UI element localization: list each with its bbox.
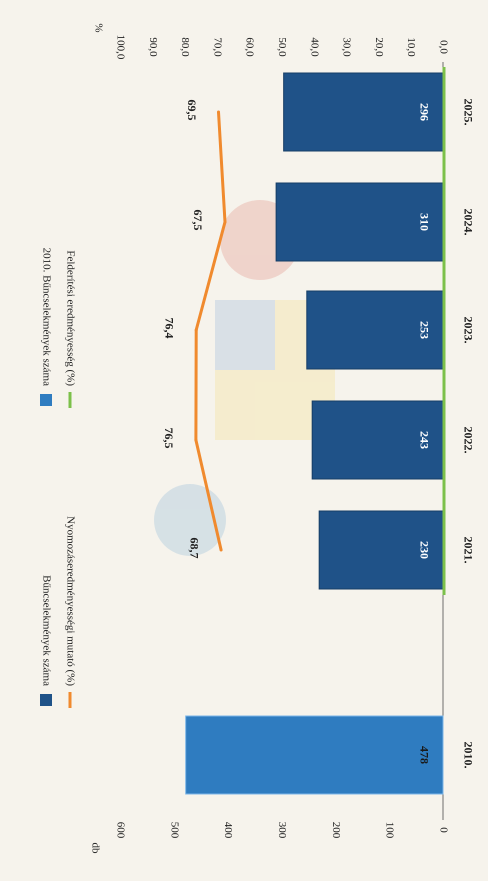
right-axis-unit: %: [92, 23, 104, 32]
category-label: 2010.: [461, 742, 475, 769]
left-axis-tick-label: 500: [168, 822, 180, 839]
left-axis-tick-label: 600: [114, 822, 126, 839]
series-nyomozas-point: [219, 548, 223, 552]
left-axis-tick-label: 300: [276, 822, 288, 839]
right-axis-tick-label: 60,0: [244, 37, 256, 57]
lines-layer: [194, 67, 446, 595]
line-value-label: 67,5: [191, 210, 205, 231]
category-label: 2022.: [461, 427, 475, 454]
bar-value-label: 296: [417, 103, 431, 121]
bars-layer: [185, 72, 444, 795]
left-axis-tick-label: 200: [330, 822, 342, 839]
bar-value-label: 478: [417, 746, 431, 764]
watermark-figure-2: [154, 484, 226, 556]
right-axis-tick-label: 0,0: [437, 40, 449, 54]
bar-2010: [185, 715, 444, 795]
legend-label: Bűncselekmények száma: [40, 575, 52, 686]
watermark-shield-quarter: [215, 300, 275, 370]
category-label: 2021.: [461, 537, 475, 564]
bar-count: [311, 400, 444, 480]
bar-value-label: 310: [417, 213, 431, 231]
right-axis-tick-label: 50,0: [276, 37, 288, 57]
left-axis-tick-label: 400: [222, 822, 234, 839]
category-label: 2023.: [461, 317, 475, 344]
legend-label: 2010. Bűncselekmények száma: [40, 248, 52, 386]
right-axis-tick-label: 80,0: [179, 37, 191, 57]
right-axis-tick-label: 20,0: [373, 37, 385, 57]
right-axis-tick-label: 100,0: [114, 35, 126, 60]
labels-layer: 478 230 243 253 310 296 68,7 76,5 76,4 67,5 69,5: [162, 100, 431, 765]
right-axis-tick-label: 70,0: [211, 37, 223, 57]
bar-count: [283, 72, 444, 152]
legend-layer: Bűncselekmények száma 2010. Bűncselekmény…: [40, 248, 76, 708]
bar-count: [275, 182, 444, 262]
line-value-label: 76,4: [162, 318, 176, 339]
legend-label: Nyomozáseredményességi mutató (%): [64, 516, 76, 686]
line-value-label: 69,5: [185, 100, 199, 121]
left-axis-tick-label: 100: [384, 822, 396, 839]
left-axis-tick-label: 0: [437, 827, 449, 833]
category-label: 2024.: [461, 209, 475, 236]
axes-layer: 0 100 200 300 400 500 600 db 0,0 10,0 20,0 30,0 40,0…: [89, 23, 475, 854]
series-nyomozas-point: [223, 220, 227, 224]
right-axis-tick-label: 40,0: [308, 37, 320, 57]
bar-value-label: 253: [417, 321, 431, 339]
legend-label: Felderítési eredményesség (%): [64, 250, 76, 386]
legend-swatch: [40, 694, 52, 706]
bar-count: [306, 290, 444, 370]
line-value-label: 76,5: [162, 428, 176, 449]
line-value-label: 68,7: [187, 538, 201, 559]
series-nyomozas-point: [194, 438, 198, 442]
category-label: 2025.: [461, 99, 475, 126]
series-nyomozas-point: [194, 328, 198, 332]
right-axis-tick-label: 10,0: [405, 37, 417, 57]
series-nyomozas-point: [217, 110, 221, 114]
right-axis-tick-label: 90,0: [147, 37, 159, 57]
left-axis-unit: db: [89, 843, 101, 855]
legend-swatch: [40, 394, 52, 406]
right-axis-tick-label: 30,0: [341, 37, 353, 57]
bar-value-label: 243: [417, 431, 431, 449]
bar-count: [318, 510, 444, 590]
bar-value-label: 230: [417, 541, 431, 559]
